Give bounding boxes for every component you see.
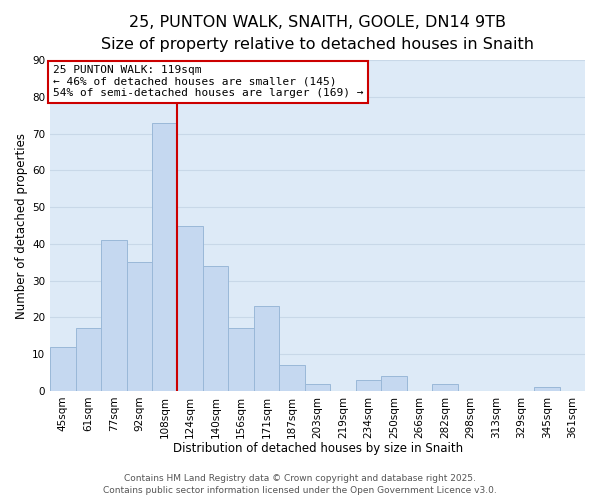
Bar	[76, 328, 101, 391]
Text: Contains HM Land Registry data © Crown copyright and database right 2025.
Contai: Contains HM Land Registry data © Crown c…	[103, 474, 497, 495]
Bar	[381, 376, 407, 391]
Bar	[534, 387, 560, 391]
Bar	[50, 347, 76, 391]
Bar	[152, 122, 178, 391]
Bar	[101, 240, 127, 391]
Title: 25, PUNTON WALK, SNAITH, GOOLE, DN14 9TB
Size of property relative to detached h: 25, PUNTON WALK, SNAITH, GOOLE, DN14 9TB…	[101, 15, 534, 52]
Bar	[178, 226, 203, 391]
X-axis label: Distribution of detached houses by size in Snaith: Distribution of detached houses by size …	[173, 442, 463, 455]
Bar	[229, 328, 254, 391]
Bar	[305, 384, 331, 391]
Bar	[432, 384, 458, 391]
Bar	[356, 380, 381, 391]
Text: 25 PUNTON WALK: 119sqm
← 46% of detached houses are smaller (145)
54% of semi-de: 25 PUNTON WALK: 119sqm ← 46% of detached…	[53, 66, 364, 98]
Bar	[280, 365, 305, 391]
Bar	[127, 262, 152, 391]
Bar	[254, 306, 280, 391]
Bar	[203, 266, 229, 391]
Y-axis label: Number of detached properties: Number of detached properties	[15, 132, 28, 318]
